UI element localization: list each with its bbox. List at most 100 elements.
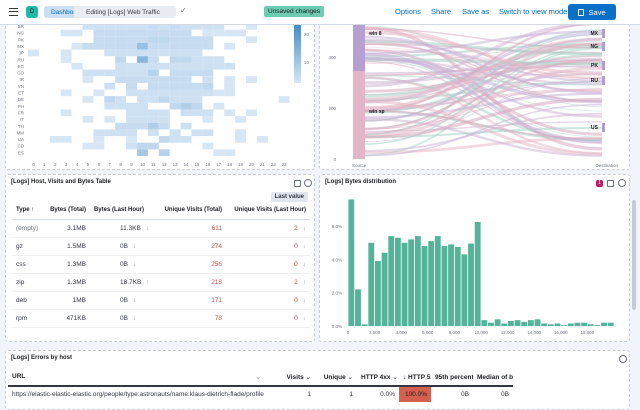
heatmap-cell[interactable] [246, 109, 257, 117]
sankey-node-win-8[interactable] [353, 21, 365, 71]
sankey-link[interactable] [364, 121, 603, 133]
histogram-bar[interactable] [454, 246, 461, 326]
histogram-bar[interactable] [561, 325, 568, 326]
switch-view-mode-link[interactable]: Switch to view mode [499, 7, 568, 16]
heatmap-cell[interactable] [147, 49, 159, 57]
heatmap-cell[interactable] [180, 42, 192, 50]
heatmap-cell[interactable] [202, 109, 214, 117]
heatmap-cell[interactable] [93, 69, 105, 77]
heatmap-cell[interactable] [137, 116, 148, 123]
heatmap-cell[interactable] [147, 76, 159, 83]
column-header-unique-visits-total[interactable]: Unique Visits (Total) [157, 201, 227, 220]
heatmap-cell[interactable] [169, 129, 181, 137]
heatmap-cell[interactable] [104, 69, 116, 77]
histogram-bar[interactable] [368, 242, 375, 326]
heatmap-cell[interactable] [158, 42, 170, 50]
histogram-bar[interactable] [461, 254, 468, 326]
histogram-bar[interactable] [361, 324, 368, 326]
heatmap-cell[interactable] [115, 122, 127, 130]
heatmap-cell[interactable] [224, 29, 236, 37]
heatmap-cell[interactable] [202, 42, 214, 50]
heatmap-cell[interactable] [115, 62, 127, 70]
sankey-link[interactable] [364, 21, 603, 88]
sankey-link[interactable] [364, 58, 603, 138]
sankey-link[interactable] [364, 70, 603, 95]
sankey-link[interactable] [364, 46, 603, 145]
column-header-type[interactable]: Type ↑ [12, 201, 44, 220]
column-header[interactable]: HTTP 4xx ⌄ [357, 369, 399, 387]
heatmap-cell[interactable] [158, 122, 170, 130]
heatmap-cell[interactable] [71, 29, 83, 37]
heatmap-cell[interactable] [180, 29, 192, 37]
heatmap-cell[interactable] [137, 109, 148, 117]
heatmap-cell[interactable] [202, 62, 214, 70]
heatmap-cell[interactable] [213, 149, 225, 156]
sankey-link[interactable] [364, 80, 603, 101]
heatmap-cell[interactable] [191, 36, 203, 43]
heatmap-cell[interactable] [169, 62, 181, 70]
sankey-link[interactable] [364, 43, 603, 93]
histogram-bar[interactable] [421, 246, 428, 326]
heatmap-cell[interactable] [147, 129, 159, 137]
heatmap-cell[interactable] [256, 136, 268, 143]
sankey-link[interactable] [364, 47, 603, 79]
last-value-button[interactable]: Last value [270, 192, 308, 202]
heatmap-cell[interactable] [202, 56, 214, 63]
sankey-link[interactable] [364, 35, 603, 95]
sankey-link[interactable] [364, 97, 603, 139]
histogram-bar[interactable] [428, 241, 435, 326]
gear-icon[interactable] [304, 179, 312, 187]
heatmap-cell[interactable] [137, 42, 148, 50]
breadcrumb-dashboard[interactable]: Dashboard [44, 6, 83, 18]
sankey-link[interactable] [364, 22, 603, 113]
column-header[interactable]: Median of bytes ⌄ [473, 369, 513, 387]
sankey-link[interactable] [364, 65, 603, 74]
sankey-link[interactable] [364, 117, 603, 157]
heatmap-cell[interactable] [213, 102, 225, 110]
heatmap-cell[interactable] [202, 29, 214, 37]
sankey-link[interactable] [364, 57, 603, 85]
sankey-link[interactable] [364, 56, 603, 118]
heatmap-cell[interactable] [169, 82, 181, 90]
sankey-link[interactable] [364, 76, 603, 155]
column-header-bytes-last-hour[interactable]: Bytes (Last Hour) [89, 201, 158, 220]
heatmap-cell[interactable] [213, 29, 225, 37]
histogram-bar[interactable] [488, 322, 494, 326]
sankey-link[interactable] [364, 66, 603, 138]
heatmap-cell[interactable] [147, 42, 159, 50]
histogram-bar[interactable] [581, 322, 587, 326]
heatmap-cell[interactable] [180, 136, 192, 143]
heatmap-cell[interactable] [169, 76, 181, 83]
heatmap-cell[interactable] [202, 129, 214, 137]
heatmap-cell[interactable] [202, 82, 214, 90]
heatmap-cell[interactable] [158, 89, 170, 97]
heatmap-cell[interactable] [137, 102, 148, 110]
sankey-node[interactable] [602, 123, 605, 132]
heatmap-cell[interactable] [82, 69, 94, 77]
heatmap-cell[interactable] [158, 62, 170, 70]
histogram-bar[interactable] [574, 322, 581, 326]
sankey-link[interactable] [364, 58, 603, 135]
sankey-link[interactable] [364, 59, 603, 77]
chevron-down-icon[interactable]: ⌄ [347, 374, 353, 381]
sankey-link[interactable] [364, 100, 603, 156]
heatmap-cell[interactable] [126, 69, 137, 77]
heatmap-cell[interactable] [202, 69, 214, 77]
sankey-link[interactable] [364, 58, 603, 86]
heatmap-cell[interactable] [235, 136, 246, 143]
heatmap-cell[interactable] [93, 36, 105, 43]
heatmap-cell[interactable] [169, 36, 181, 43]
heatmap-cell[interactable] [147, 116, 159, 123]
heatmap-cell[interactable] [213, 62, 225, 70]
sankey-link[interactable] [364, 43, 603, 54]
sankey-link[interactable] [364, 112, 603, 152]
heatmap-cell[interactable] [180, 82, 192, 90]
heatmap-cell[interactable] [169, 69, 181, 77]
sankey-link[interactable] [364, 77, 603, 143]
sankey-link[interactable] [364, 30, 603, 55]
heatmap-cell[interactable] [82, 142, 94, 150]
heatmap-cell[interactable] [137, 49, 148, 57]
heatmap-cell[interactable] [158, 36, 170, 43]
heatmap-cell[interactable] [93, 136, 105, 143]
sankey-link[interactable] [364, 61, 603, 144]
